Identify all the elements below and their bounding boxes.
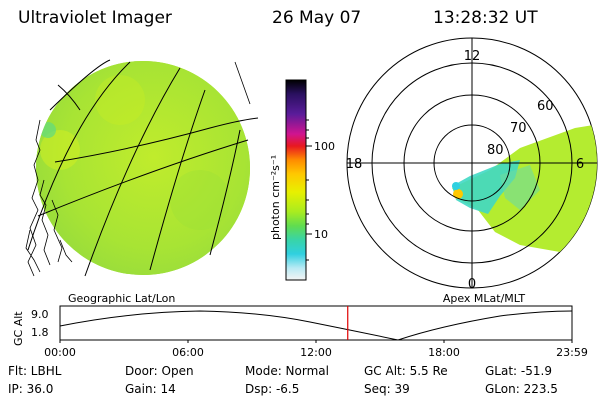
x-tick-label: 23:59 [556,346,588,359]
time-label: 13:28:32 UT [433,8,538,28]
colorbar: 100 10 photon cm⁻²s⁻¹ [269,79,335,281]
x-tick-label: 18:00 [428,346,460,359]
coastline [25,61,251,277]
lat-70-label: 70 [510,121,527,136]
geographic-globe [25,59,259,277]
glat-info: GLat: -51.9 [485,364,552,378]
altitude-curve [59,310,573,341]
polar-plot: 12 18 6 0 60 70 80 [346,37,598,292]
x-tick-label: 06:00 [172,346,204,359]
x-tick-label: 00:00 [44,346,76,359]
altitude-ylabel: GC Alt [12,311,25,346]
lat-60-label: 60 [537,99,554,114]
altitude-y-top: 9.0 [31,308,49,321]
glon-info: GLon: 223.5 [485,382,558,396]
left-panel-label: Geographic Lat/Lon [68,292,175,305]
instrument-title: Ultraviolet Imager [18,8,172,28]
mode-info: Mode: Normal [245,364,329,378]
altitude-y-bottom: 1.8 [31,326,49,339]
right-panel-label: Apex MLat/MLT [443,292,526,305]
colorbar-tick-100: 100 [314,140,335,153]
mlt-0-label: 0 [468,277,476,292]
mlt-6-label: 6 [576,157,584,172]
mlt-12-label: 12 [464,49,481,64]
altitude-plot: GC Alt 9.0 1.8 00:00 06:00 12:00 18:00 2… [12,305,588,359]
gain-info: Gain: 14 [125,382,176,396]
lat-80-label: 80 [487,143,504,158]
colorbar-scale [285,79,307,281]
date-label: 26 May 07 [272,8,362,28]
mlt-18-label: 18 [346,157,363,172]
door-info: Door: Open [125,364,194,378]
colorbar-tick-10: 10 [314,228,328,241]
dsp-info: Dsp: -6.5 [245,382,300,396]
flt-info: Flt: LBHL [8,364,62,378]
graticule [27,59,259,277]
gc-alt-info: GC Alt: 5.5 Re [364,364,448,378]
colorbar-unit-label: photon cm⁻²s⁻¹ [269,155,282,240]
seq-info: Seq: 39 [364,382,410,396]
x-tick-label: 12:00 [300,346,332,359]
ip-info: IP: 36.0 [8,382,54,396]
